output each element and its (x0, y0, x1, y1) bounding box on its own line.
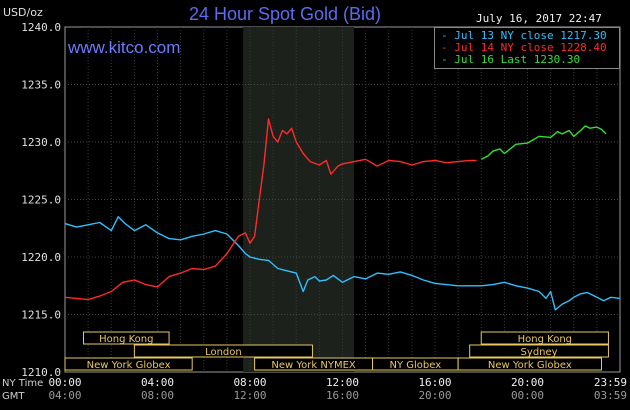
x-tick-label: 00:00 (511, 389, 544, 402)
session-label: New York Globex (488, 360, 572, 371)
session-label: London (205, 347, 242, 358)
session-bar (469, 344, 609, 358)
y-tick-label: 1220.0 (21, 251, 61, 264)
session-bar (133, 344, 313, 358)
y-tick-label: 1215.0 (21, 309, 61, 322)
session-label: Hong Kong (518, 334, 572, 345)
y-tick-label: 1230.0 (21, 136, 61, 149)
legend-entry-jul14: - Jul 14 NY close 1228.40 (441, 41, 607, 54)
session-bar (64, 357, 193, 371)
session-label: NY Globex (390, 360, 442, 371)
session-label: New York NYMEX (271, 360, 356, 371)
session-bar (83, 331, 170, 345)
x-tick-label: 12:00 (233, 389, 266, 402)
x-tick-label: 20:00 (511, 376, 544, 389)
chart-legend: - Jul 13 NY close 1217.30 - Jul 14 NY cl… (434, 27, 620, 69)
x-tick-label: 00:00 (48, 376, 81, 389)
x-tick-label: 23:59 (594, 376, 627, 389)
x-row-label: GMT (2, 391, 25, 402)
x-tick-label: 20:00 (418, 389, 451, 402)
chart-title: 24 Hour Spot Gold (Bid) (188, 4, 382, 24)
session-bar (457, 357, 602, 371)
y-axis-unit: USD/oz (3, 6, 43, 19)
y-tick-label: 1210.0 (21, 366, 61, 379)
session-bar (480, 331, 609, 345)
x-tick-label: 08:00 (233, 376, 266, 389)
series-line-1 (64, 118, 477, 301)
legend-entry-jul16: - Jul 16 Last 1230.30 (441, 53, 581, 66)
series-line-2 (480, 125, 607, 160)
session-label: New York Globex (87, 360, 171, 371)
site-url[interactable]: www.kitco.com (68, 38, 181, 57)
x-tick-label: 16:00 (418, 376, 451, 389)
x-tick-label: 08:00 (141, 389, 174, 402)
x-tick-label: 04:00 (48, 389, 81, 402)
session-label: Hong Kong (99, 334, 153, 345)
legend-entry-jul13: - Jul 13 NY close 1217.30 (441, 29, 607, 42)
y-tick-label: 1225.0 (21, 194, 61, 207)
session-label: Sydney (521, 347, 558, 358)
x-tick-label: 16:00 (326, 389, 359, 402)
x-row-label: NY Time (2, 378, 43, 389)
x-tick-label: 12:00 (326, 376, 359, 389)
x-tick-label: 04:00 (141, 376, 174, 389)
chart-timestamp: July 16, 2017 22:47 (476, 12, 602, 25)
y-tick-label: 1240.0 (21, 21, 61, 34)
x-tick-label: 03:59 (594, 389, 627, 402)
series-line-0 (64, 216, 621, 311)
y-tick-label: 1235.0 (21, 79, 61, 92)
